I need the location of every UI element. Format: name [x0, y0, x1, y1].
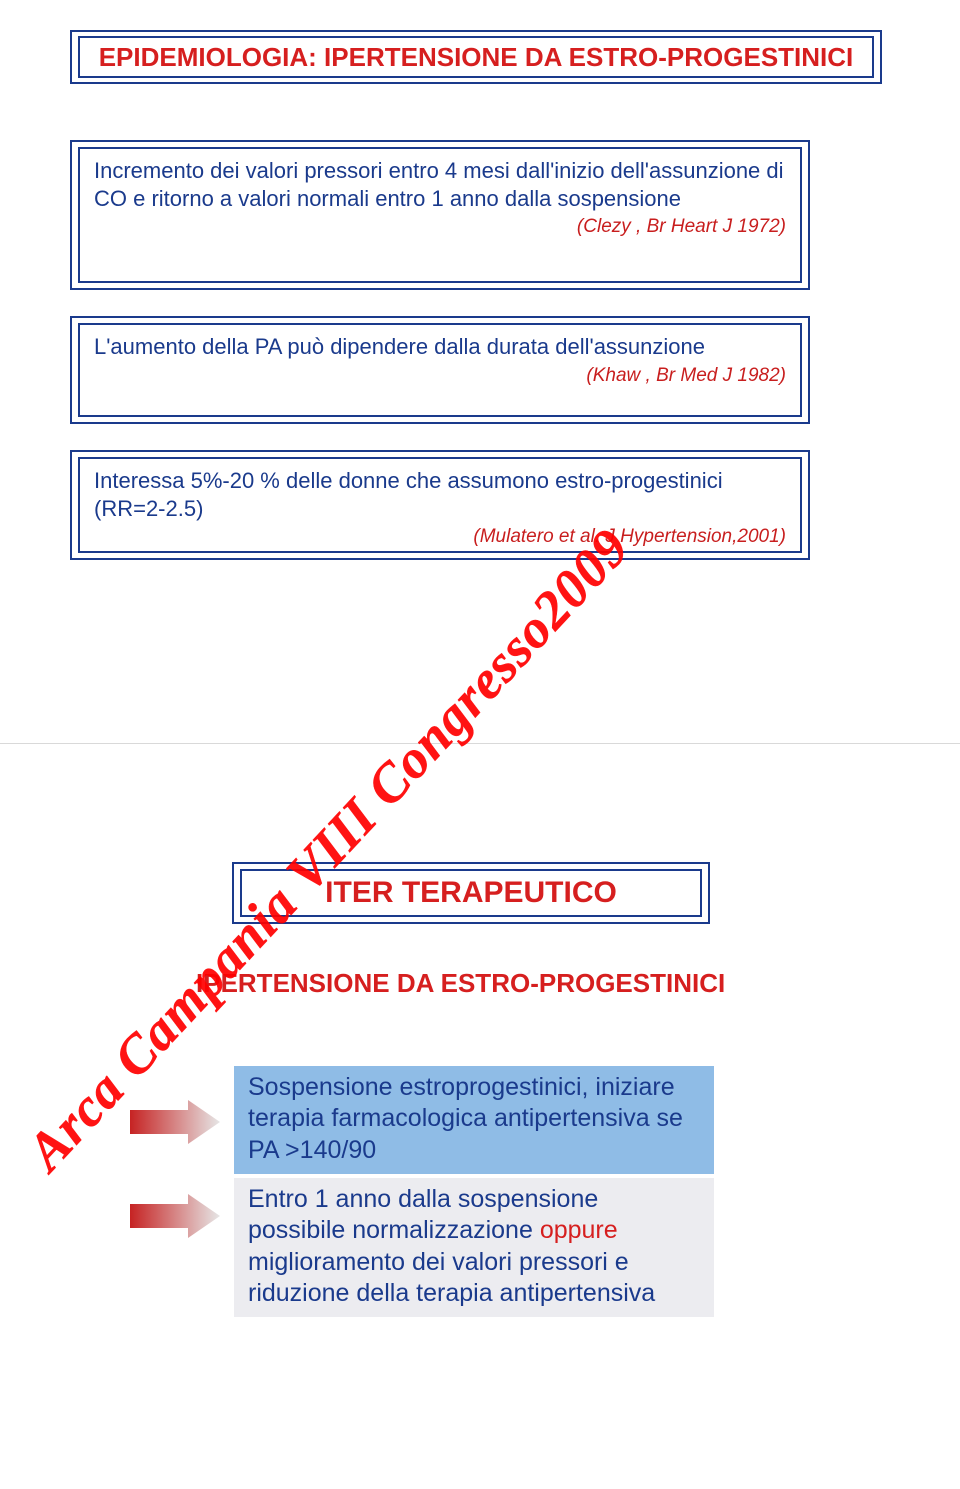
slide1-box2-cite: (Khaw , Br Med J 1982) — [94, 365, 786, 387]
action2-post2: miglioramento dei valori pressori e ridu… — [248, 1248, 655, 1307]
slide2-subtitle: IPERTENSIONE DA ESTRO-PROGESTINICI — [196, 968, 725, 999]
slide1-box2-text: L'aumento della PA può dipendere dalla d… — [94, 333, 786, 361]
slide1-box3-cite: (Mulatero et al. J Hypertension,2001) — [94, 526, 786, 548]
slide1-box1: Incremento dei valori pressori entro 4 m… — [78, 147, 802, 283]
action1-text: Sospensione estroprogestinici, iniziare … — [248, 1072, 700, 1166]
action2-text: Entro 1 anno dalla sospensione possibile… — [248, 1184, 700, 1309]
iter-title-text: ITER TERAPEUTICO — [325, 876, 617, 910]
slide1-title-box: EPIDEMIOLOGIA: IPERTENSIONE DA ESTRO-PRO… — [78, 36, 874, 78]
action-box-1: Sospensione estroprogestinici, iniziare … — [234, 1066, 714, 1174]
action2-oppure: oppure — [540, 1216, 618, 1244]
slide-2: ITER TERAPEUTICO IPERTENSIONE DA ESTRO-P… — [0, 744, 960, 1489]
arrow-1 — [130, 1100, 220, 1144]
slide1-box3-text: Interessa 5%-20 % delle donne che assumo… — [94, 467, 786, 522]
iter-title-box: ITER TERAPEUTICO — [240, 869, 702, 917]
arrow-2 — [130, 1194, 220, 1238]
slide1-box3: Interessa 5%-20 % delle donne che assumo… — [78, 457, 802, 553]
slide1-title-text: EPIDEMIOLOGIA: IPERTENSIONE DA ESTRO-PRO… — [99, 42, 854, 73]
action-box-2: Entro 1 anno dalla sospensione possibile… — [234, 1178, 714, 1317]
slide1-box1-text: Incremento dei valori pressori entro 4 m… — [94, 157, 786, 212]
slide1-box2: L'aumento della PA può dipendere dalla d… — [78, 323, 802, 417]
arrow-icon — [130, 1194, 220, 1238]
slide1-box1-cite: (Clezy , Br Heart J 1972) — [94, 216, 786, 238]
slide-1: EPIDEMIOLOGIA: IPERTENSIONE DA ESTRO-PRO… — [0, 0, 960, 744]
arrow-icon — [130, 1100, 220, 1144]
